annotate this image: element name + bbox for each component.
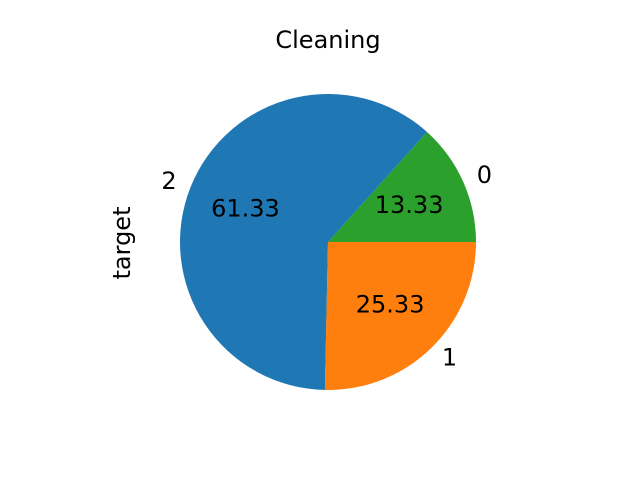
y-axis-label: target [108, 207, 136, 280]
pie-slices [180, 93, 476, 390]
pie-slice-0 [328, 132, 476, 242]
slice-value-label: 13.33 [375, 191, 444, 219]
chart-title: Cleaning [275, 26, 380, 54]
pie-labels: 0 13.33 2 61.33 1 25.33 [161, 161, 492, 372]
slice-value-label: 25.33 [356, 290, 425, 318]
pie-slice-2 [180, 93, 428, 390]
slice-value-label: 61.33 [211, 194, 280, 222]
pie-slice-1 [324, 242, 476, 390]
slice-category-label: 2 [161, 167, 176, 195]
slice-category-label: 0 [477, 161, 492, 189]
slice-category-label: 1 [442, 343, 457, 371]
